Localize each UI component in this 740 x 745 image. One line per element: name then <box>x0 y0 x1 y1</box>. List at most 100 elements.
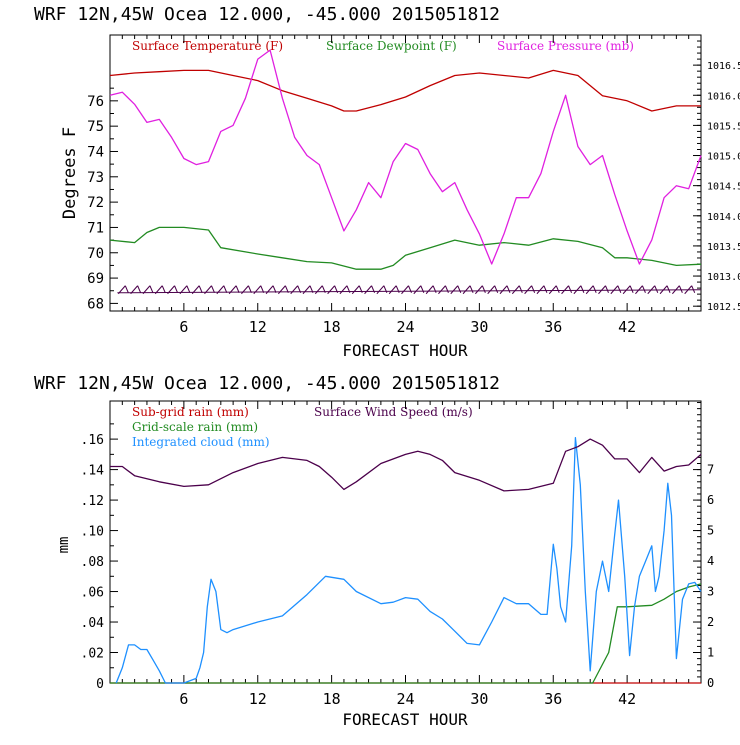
wind-barb-flag <box>678 285 683 293</box>
y-tick-label-right: 1015.0 <box>707 152 740 163</box>
wind-barb-flag <box>494 285 499 293</box>
wind-barb <box>573 285 582 295</box>
y-tick-label-left: .08 <box>81 555 104 570</box>
y-tick-label-left: .06 <box>81 586 104 601</box>
y-tick-label-right: 6 <box>707 493 714 507</box>
plot-frame <box>109 34 702 312</box>
wind-barb-flag <box>481 285 486 293</box>
wind-barb <box>585 285 594 295</box>
y-tick-label-left: 68 <box>87 296 104 312</box>
y-axis-label-left: Degrees F <box>60 127 80 219</box>
wind-barb <box>253 285 262 295</box>
wind-barb <box>265 285 274 295</box>
wind-barb-flag <box>432 285 437 293</box>
wind-barb-flag <box>334 285 339 293</box>
y-tick-label-right: 1014.5 <box>707 182 740 193</box>
wind-barb-flag <box>223 285 228 293</box>
wind-barb-flag <box>211 285 215 293</box>
y-tick-label-left: .10 <box>81 525 104 540</box>
wind-barb-flag <box>235 285 240 293</box>
x-tick-label: 24 <box>396 690 414 708</box>
wind-barb <box>671 285 680 295</box>
y-tick-label-left: .04 <box>81 616 105 631</box>
wind-barb-flag <box>198 285 203 293</box>
x-tick-label: 12 <box>249 690 267 708</box>
wind-barb <box>351 285 360 295</box>
x-tick-label: 30 <box>470 318 488 336</box>
wind-barb-flag <box>420 285 425 293</box>
x-tick-label: 6 <box>179 318 188 336</box>
wind-barb-flag <box>518 285 523 293</box>
y-tick-label-right: 1012.5 <box>707 302 740 313</box>
wind-barb <box>388 285 397 295</box>
wind-barb-flag <box>666 285 671 293</box>
wind-barb-flag <box>617 285 622 293</box>
y-tick-label-right: 5 <box>707 524 714 538</box>
x-tick-label: 42 <box>618 318 636 336</box>
wind-barb-flag <box>691 285 696 293</box>
y-tick-label-left: 74 <box>87 144 104 160</box>
wind-barb <box>561 285 569 295</box>
legend-surface-pressure: Surface Pressure (mb) <box>497 39 634 53</box>
y-tick-label-left: .12 <box>81 494 104 509</box>
wind-barb <box>610 285 619 295</box>
wind-barb <box>425 285 434 295</box>
wind-barb-flag <box>444 285 449 293</box>
wind-barb <box>290 285 299 295</box>
wind-barb-flag <box>383 285 388 293</box>
x-tick-label: 24 <box>396 318 414 336</box>
wind-barb-flag <box>346 285 351 293</box>
wind-barb <box>204 285 212 295</box>
wind-barb-flag <box>469 285 474 293</box>
y-tick-label-left: 70 <box>87 246 104 262</box>
legend-integrated-cloud: Integrated cloud (mm) <box>132 435 270 449</box>
y-tick-label-right: 2 <box>707 615 714 629</box>
series-line-grid-scale-rain-mm <box>110 583 702 684</box>
wind-barb <box>241 285 249 295</box>
wind-barb <box>684 285 693 295</box>
wind-barb-flag <box>124 285 129 293</box>
wind-barb <box>401 285 409 295</box>
y-tick-label-right: 1016.0 <box>707 91 740 102</box>
series-line-surface-dewpoint-f <box>109 226 702 270</box>
wind-barb <box>179 285 188 295</box>
wind-barb <box>142 285 151 295</box>
wind-barb-flag <box>161 285 166 293</box>
wind-barb-flag <box>543 285 548 293</box>
wind-barb-flag <box>149 285 154 293</box>
wind-barb <box>154 285 163 295</box>
legend-surface-temperature: Surface Temperature (F) <box>132 39 283 53</box>
wind-barb-flag <box>309 285 314 293</box>
series-line-integrated-cloud-mm <box>115 436 702 684</box>
wind-barb <box>635 285 643 295</box>
wind-barb-flag <box>284 285 289 293</box>
precipitation-cloud-wind-panel: WRF 12N,45W Ocea 12.000, -45.000 2015051… <box>34 373 714 729</box>
wind-barb-flag <box>247 285 252 293</box>
y-tick-label-right: 1014.0 <box>707 212 740 223</box>
y-tick-label-left: 69 <box>87 271 104 287</box>
legend-grid-scale-rain: Grid-scale rain (mm) <box>132 420 258 434</box>
x-tick-label: 6 <box>179 690 188 708</box>
wind-barb-flag <box>629 285 634 293</box>
x-tick-label: 30 <box>470 690 488 708</box>
wind-barb <box>511 285 520 295</box>
wind-barb <box>524 285 533 295</box>
wind-barb <box>438 285 446 295</box>
legend-sub-grid-rain: Sub-grid rain (mm) <box>132 405 249 419</box>
wind-barb-flag <box>605 285 609 293</box>
wind-barb-flag <box>260 285 265 293</box>
wind-barb <box>167 285 175 295</box>
wind-barb <box>228 285 237 295</box>
wind-barb-flag <box>580 285 585 293</box>
wind-barb <box>302 285 311 295</box>
legend-surface-wind-speed: Surface Wind Speed (m/s) <box>314 405 473 419</box>
x-tick-label: 42 <box>618 690 636 708</box>
wind-barb-flag <box>568 285 573 293</box>
y-tick-label-right: 1015.5 <box>707 121 740 132</box>
wind-barb <box>499 285 508 295</box>
wind-barb <box>339 285 348 295</box>
y-tick-label-left: 71 <box>87 220 104 236</box>
wind-barb <box>622 285 631 295</box>
x-tick-label: 18 <box>323 690 341 708</box>
